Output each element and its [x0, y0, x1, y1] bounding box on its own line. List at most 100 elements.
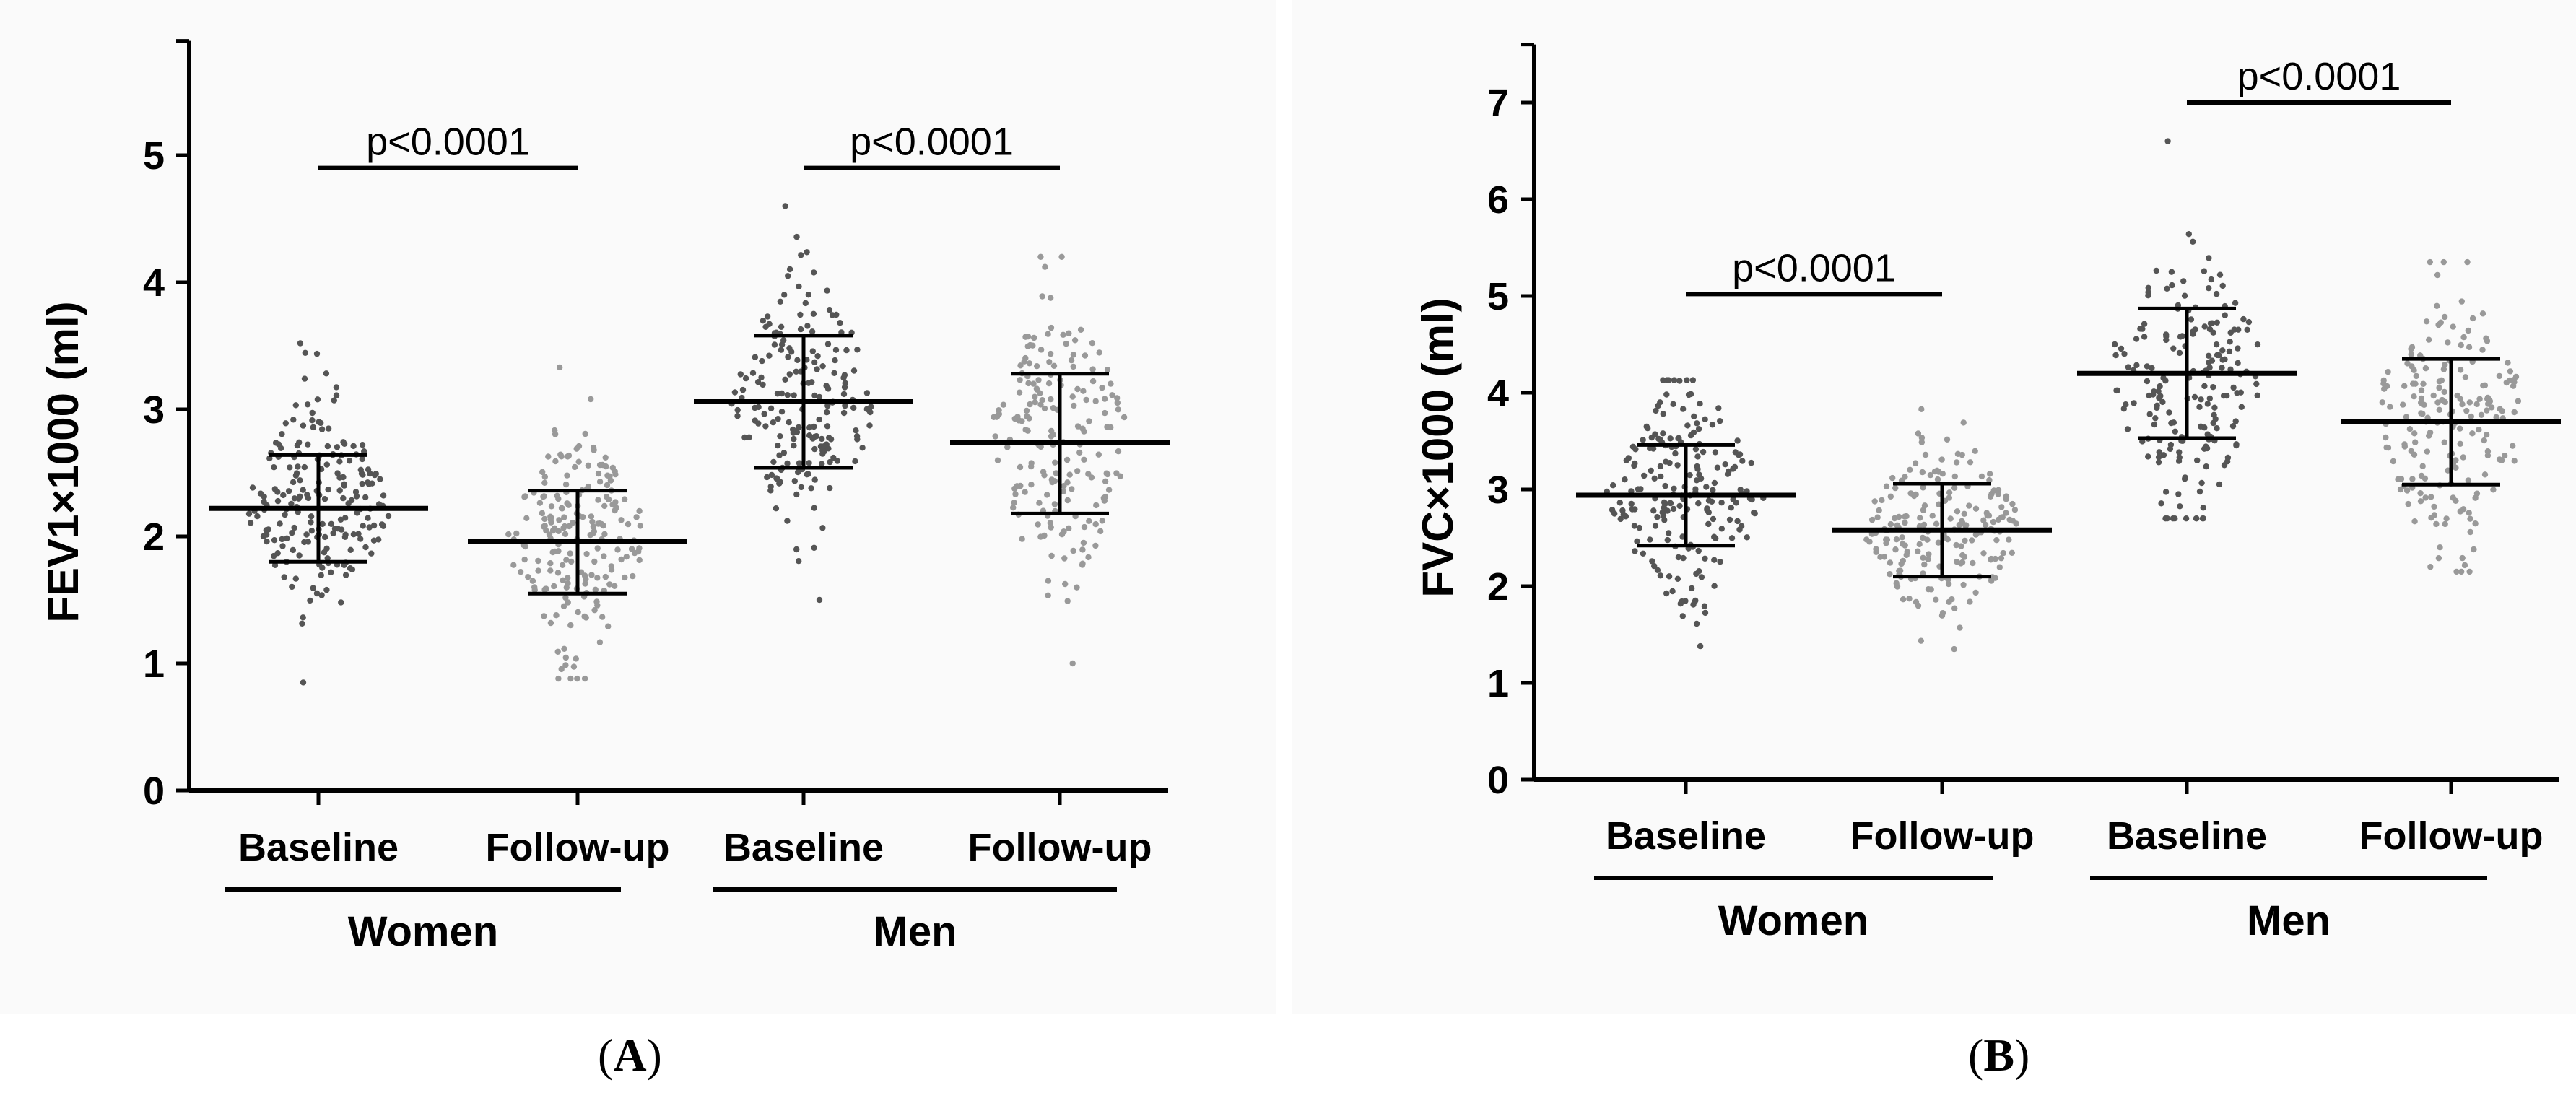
data-point [1628, 500, 1635, 507]
data-point [2167, 441, 2175, 448]
data-point [811, 392, 818, 399]
data-point [1953, 459, 1960, 466]
data-point [2472, 520, 2479, 527]
data-point [281, 574, 287, 580]
data-point [1709, 422, 1716, 428]
data-point [1926, 551, 1932, 557]
data-point [1918, 637, 1924, 644]
panel-b-y-tick-label: 1 [1487, 662, 1509, 705]
data-point [1695, 547, 1702, 554]
data-point [560, 525, 567, 531]
data-point [784, 392, 791, 398]
panel-b-caption: (B) [1968, 1029, 2030, 1081]
data-point [2457, 396, 2463, 402]
data-point [2234, 390, 2240, 396]
data-point [2216, 352, 2222, 359]
data-point [2426, 336, 2432, 343]
data-point [1024, 343, 1032, 349]
data-point [637, 523, 643, 529]
data-point [823, 441, 830, 448]
data-point [375, 501, 383, 507]
panel-b-y-tick-label: 2 [1487, 565, 1509, 609]
data-point [1616, 500, 1623, 506]
data-point [322, 533, 328, 541]
data-point [2431, 512, 2438, 518]
data-point [1672, 450, 1679, 457]
data-point [555, 675, 562, 682]
data-point [1887, 559, 1894, 566]
data-point [2003, 510, 2009, 516]
data-point [2216, 481, 2223, 488]
data-point [622, 574, 628, 581]
data-point [1697, 401, 1703, 407]
data-point [2204, 401, 2211, 407]
data-point [612, 471, 619, 478]
data-point [581, 675, 588, 682]
data-point [594, 545, 601, 552]
data-point [1062, 580, 1069, 588]
data-point [573, 445, 580, 452]
data-point [775, 416, 781, 422]
data-point [2185, 231, 2192, 238]
data-point [562, 654, 569, 661]
data-point [746, 434, 752, 440]
data-point [323, 461, 330, 468]
data-point [2201, 383, 2208, 389]
data-point [2232, 418, 2239, 424]
data-point [811, 476, 818, 483]
data-point [2166, 409, 2172, 416]
panel-a-chart: 0 1 2 3 4 5 FEV1×1000 (ml) Baseline Follow-up Bas… [39, 39, 1170, 955]
data-point [2457, 440, 2463, 447]
data-point [1019, 536, 1025, 542]
data-point [1946, 489, 1953, 496]
panel-a-group-label: Men [874, 908, 957, 955]
data-point [1092, 398, 1099, 404]
data-point [289, 530, 295, 536]
data-point [1070, 547, 1076, 554]
data-point [797, 311, 804, 318]
data-point [338, 599, 344, 606]
data-point [521, 494, 528, 500]
data-point [350, 531, 357, 538]
data-point [793, 233, 800, 240]
data-point [297, 477, 303, 484]
data-point [1988, 555, 1995, 562]
data-point [1028, 482, 1035, 488]
data-point [2145, 453, 2151, 460]
data-point [2422, 494, 2429, 501]
data-point [1667, 435, 1674, 442]
data-point [300, 614, 306, 621]
data-point [2240, 315, 2247, 323]
data-point [1081, 523, 1088, 531]
panel-b-group-label: Men [2247, 897, 2331, 944]
data-point [1676, 378, 1683, 384]
data-point [1061, 555, 1068, 562]
data-point [2430, 392, 2437, 399]
data-point [1016, 389, 1023, 396]
data-point [1657, 572, 1664, 579]
data-point [280, 492, 287, 499]
data-point [385, 513, 392, 520]
data-point [1913, 598, 1920, 606]
data-point [1000, 401, 1007, 408]
data-point [1074, 468, 1081, 474]
data-point [1958, 543, 1964, 549]
data-point [541, 479, 548, 486]
data-point [1915, 548, 1921, 554]
data-point [2441, 313, 2448, 321]
data-point [2460, 334, 2467, 341]
data-point [277, 520, 283, 527]
data-point [2464, 258, 2471, 266]
data-point [562, 662, 569, 668]
data-point [1022, 354, 1029, 362]
data-point [341, 533, 349, 540]
data-point [1046, 359, 1053, 365]
data-point [852, 458, 858, 465]
data-point [1711, 583, 1718, 589]
data-point [553, 612, 560, 619]
data-point [1679, 598, 1685, 605]
data-point [601, 502, 608, 510]
data-point [816, 416, 822, 423]
data-point [1704, 505, 1710, 512]
data-point [595, 520, 601, 527]
